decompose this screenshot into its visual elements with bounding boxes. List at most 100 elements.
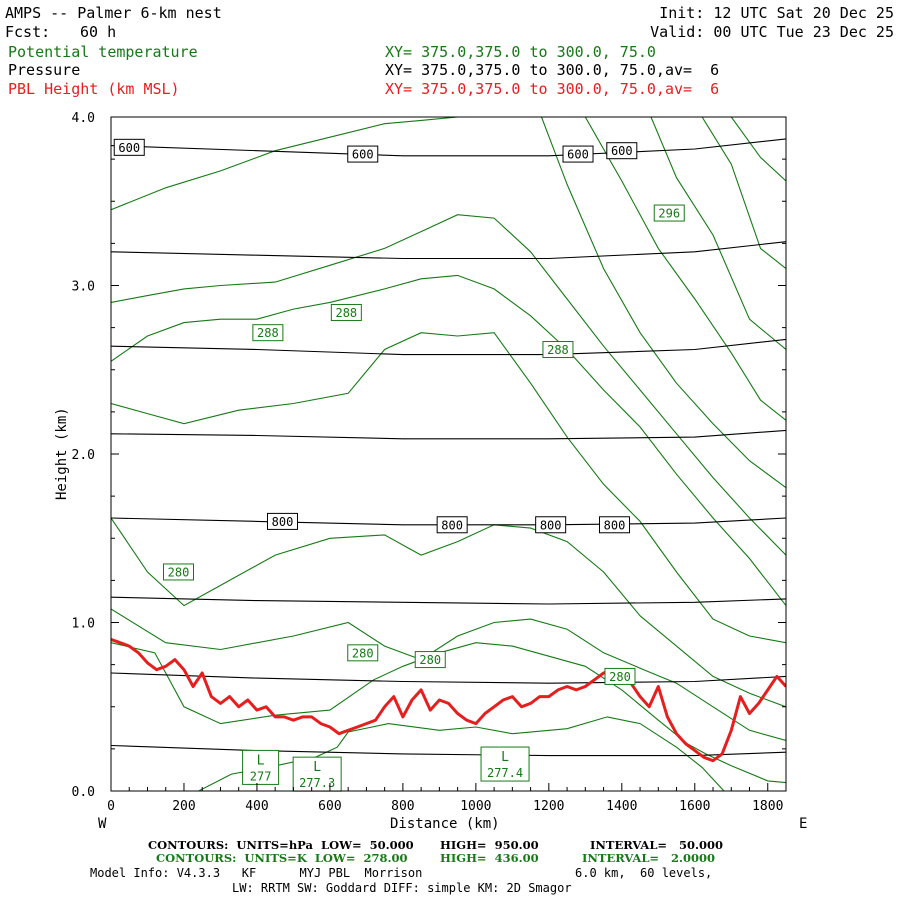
theta-292 (111, 117, 458, 211)
isobar-label-600: 600 (606, 142, 638, 160)
footer-physics-info: LW: RRTM SW: Goddard DIFF: simple KM: 2D… (232, 881, 572, 895)
x-tick-label-1600: 1600 (679, 799, 710, 814)
theta-288 (111, 274, 786, 606)
y-tick-label-3.0: 3.0 (72, 280, 95, 295)
theta-294 (540, 117, 786, 489)
y-tick-label-2.0: 2.0 (72, 448, 95, 463)
isobar-label-800-text: 800 (272, 515, 294, 529)
theta-label-288: 288 (252, 324, 284, 342)
isobar-label-800: 800 (535, 516, 567, 534)
theta-low-letter: L (257, 753, 265, 768)
isobar-label-600: 600 (113, 138, 145, 156)
theta-label-288-text: 288 (547, 343, 569, 357)
theta-label-288-text: 288 (257, 326, 279, 340)
theta-286 (111, 332, 786, 644)
x-tick-label-1400: 1400 (606, 799, 637, 814)
isobar-900 (111, 672, 786, 684)
x-tick-label-400: 400 (245, 799, 268, 814)
field-pbl-xy: XY= 375.0,375.0 to 300.0, 75.0,av= 6 (385, 80, 720, 98)
pbl-height-series (111, 637, 786, 763)
forecast-label: Fcst: (5, 23, 51, 41)
theta-label-280-text: 280 (352, 646, 374, 660)
theta-label-288-text: 288 (335, 306, 357, 320)
isobar-label-600-text: 600 (118, 141, 140, 155)
theta-label-280: 280 (347, 644, 379, 662)
theta-296 (584, 117, 786, 421)
footer-theta-contours: CONTOURS: UNITS=K LOW= 278.00 (156, 851, 408, 865)
valid-time: Valid: 00 UTC Tue 23 Dec 25 (650, 23, 894, 41)
x-tick-label-1800: 1800 (752, 799, 783, 814)
y-axis-label: Height (km) (54, 407, 70, 500)
x-tick-label-1200: 1200 (533, 799, 564, 814)
isobar-600 (111, 138, 786, 157)
isobar-label-600-text: 600 (611, 144, 633, 158)
isobar-950 (111, 744, 786, 757)
footer-theta-interval: INTERVAL= 2.0000 (582, 851, 716, 865)
theta-label-288: 288 (330, 303, 362, 321)
footer-pressure-contours: CONTOURS: UNITS=hPa LOW= 50.000 (148, 838, 414, 852)
theta-low-value: 277.3 (299, 776, 335, 790)
x-tick-label-800: 800 (391, 799, 414, 814)
theta-298 (650, 117, 786, 350)
footer-pressure-high: HIGH= 950.00 (440, 838, 539, 852)
pbl-height-line (111, 637, 786, 763)
field-theta-xy: XY= 375.0,375.0 to 300.0, 75.0 (385, 43, 656, 61)
isobar-650 (111, 241, 786, 260)
footer-model-info: Model Info: V4.3.3 KF MYJ PBL Morrison (90, 866, 423, 880)
isobar-label-800: 800 (599, 516, 631, 534)
theta-low-letter: L (501, 750, 509, 765)
direction-east: E (799, 816, 808, 832)
theta-label-280: 280 (604, 667, 636, 685)
footer-theta-high: HIGH= 436.00 (440, 851, 539, 865)
field-pbl-name: PBL Height (km MSL) (8, 80, 180, 98)
theta-282 (111, 608, 786, 742)
isobar-label-600: 600 (562, 145, 594, 163)
pressure-contours (111, 138, 786, 757)
chart-title: AMPS -- Palmer 6-km nest (5, 4, 222, 22)
theta-low-letter: L (313, 760, 321, 775)
theta-label-280: 280 (163, 563, 194, 581)
y-tick-label-0.0: 0.0 (72, 785, 95, 800)
theta-label-296-text: 296 (658, 207, 680, 221)
theta-label-296: 296 (653, 204, 685, 222)
theta-300 (701, 117, 786, 270)
y-tick-label-1.0: 1.0 (72, 617, 95, 632)
contour-labels: 600 600 600 600 800 800 800 800 288 288 288 296 280 2… (113, 138, 685, 792)
theta-label-288: 288 (542, 341, 574, 359)
theta-label-280: 280 (414, 651, 446, 669)
isobar-label-600: 600 (347, 145, 379, 163)
x-tick-label-600: 600 (318, 799, 341, 814)
field-theta-name: Potential temperature (8, 43, 198, 61)
init-time: Init: 12 UTC Sat 20 Dec 25 (659, 4, 894, 22)
theta-label-280-text: 280 (609, 670, 631, 684)
isobar-850 (111, 596, 786, 605)
footer-pressure-interval: INTERVAL= 50.000 (590, 838, 724, 852)
isobar-700 (111, 338, 786, 356)
isobar-label-800: 800 (436, 516, 468, 534)
y-tick-label-4.0: 4.0 (72, 111, 95, 126)
theta-low-value: 277.4 (487, 766, 523, 780)
x-tick-label-200: 200 (172, 799, 195, 814)
theta-278 (198, 716, 725, 791)
field-pressure-name: Pressure (8, 61, 81, 79)
x-axis-label: Distance (km) (390, 816, 500, 832)
theta-302 (730, 117, 786, 182)
theta-280 (111, 642, 786, 784)
x-tick-label-1000: 1000 (460, 799, 491, 814)
theta-284 (111, 517, 786, 708)
isobar-label-800: 800 (266, 512, 298, 530)
theta-low-value: 277 (250, 769, 272, 783)
theta-290 (111, 214, 786, 556)
axes: 0 200 400 600 800 1000 1200 1400 1600 1800 0.0 1.0 2… (72, 111, 787, 814)
plot-frame (110, 116, 787, 792)
isobar-label-800-text: 800 (441, 518, 463, 532)
isobar-label-600-text: 600 (567, 148, 589, 162)
field-pressure-xy: XY= 375.0,375.0 to 300.0, 75.0,av= 6 (385, 61, 720, 79)
forecast-hour: 60 h (80, 23, 117, 41)
theta-label-280-text: 280 (419, 653, 441, 667)
isobar-label-600-text: 600 (352, 148, 374, 162)
